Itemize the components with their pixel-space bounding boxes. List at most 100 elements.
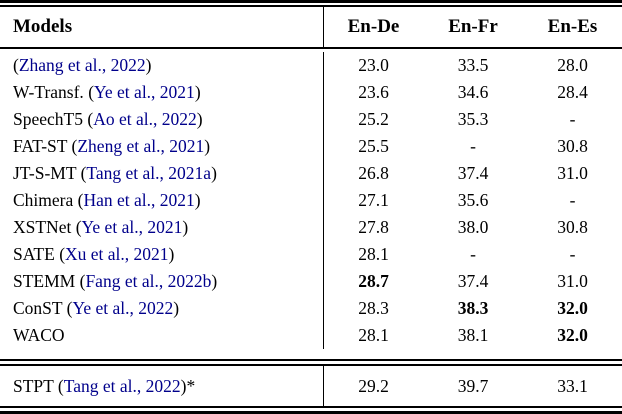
- score-en-fr: 34.6: [457, 82, 489, 102]
- model-cell: Chimera (Han et al., 2021): [0, 187, 324, 214]
- asterisk-marker: *: [186, 375, 196, 396]
- model-cell: STPT (Tang et al., 2022) *: [0, 366, 324, 406]
- column-header-en-de: En-De: [347, 16, 400, 37]
- paren-close: ): [173, 298, 180, 318]
- model-cell: W-Transf. (Ye et al., 2021): [0, 79, 324, 106]
- score-en-de: 28.1: [358, 325, 389, 345]
- citation: (Ye et al., 2021): [88, 82, 200, 103]
- model-name: XSTNet: [13, 217, 76, 237]
- bottom-rule-thick: [0, 411, 622, 414]
- paren-open: (: [88, 82, 95, 102]
- model-name: SATE: [13, 244, 60, 264]
- citation: (Zheng et al., 2021): [72, 136, 211, 157]
- score-en-es: -: [569, 109, 576, 129]
- table-row: STEMM (Fang et al., 2022b) 28.7 37.4 31.…: [0, 268, 622, 295]
- citation-link[interactable]: Fang et al., 2022b: [85, 271, 212, 291]
- column-header-en-es: En-Es: [547, 16, 598, 37]
- score-en-es: 33.1: [557, 375, 588, 396]
- model-name: Chimera: [13, 190, 78, 210]
- citation-link[interactable]: Ye et al., 2021: [81, 217, 183, 237]
- score-en-de: 23.0: [358, 55, 389, 75]
- table-footer-row: STPT (Tang et al., 2022) * 29.2 39.7 33.1: [0, 366, 622, 406]
- paren-open: (: [13, 55, 19, 75]
- citation-link[interactable]: Han et al., 2021: [83, 190, 195, 210]
- score-en-fr: 35.3: [457, 109, 489, 129]
- score-en-fr: 38.1: [457, 325, 489, 345]
- score-en-fr: -: [470, 244, 476, 264]
- model-cell: FAT-ST (Zheng et al., 2021): [0, 133, 324, 160]
- column-header-models: Models: [0, 7, 324, 47]
- paren-close: ): [211, 163, 217, 183]
- table-row: ConST (Ye et al., 2022) 28.3 38.3 32.0: [0, 295, 622, 322]
- citation-link[interactable]: Ye et al., 2021: [94, 82, 195, 102]
- paren-close: ): [211, 271, 218, 291]
- score-en-es: 28.4: [557, 82, 588, 102]
- top-rule-thin: [0, 5, 622, 7]
- model-cell: ConST (Ye et al., 2022): [0, 295, 324, 322]
- citation: (Tang et al., 2021a): [81, 163, 217, 184]
- citation: (Xu et al., 2021): [59, 244, 174, 265]
- score-en-fr: 38.0: [457, 217, 489, 237]
- score-en-fr: 37.4: [457, 163, 489, 183]
- citation-link[interactable]: Ye et al., 2022: [72, 298, 174, 318]
- score-en-fr: -: [470, 136, 476, 156]
- table-row: SpeechT5 (Ao et al., 2022) 25.2 35.3 -: [0, 106, 622, 133]
- paren-close: ): [182, 217, 189, 237]
- score-en-fr: 39.7: [457, 375, 489, 396]
- citation: (Fang et al., 2022b): [80, 271, 218, 292]
- model-name: WACO: [13, 325, 65, 345]
- model-cell: JT-S-MT (Tang et al., 2021a): [0, 160, 324, 187]
- table-body: (Zhang et al., 2022) 23.0 33.5 28.0 W-Tr…: [0, 49, 622, 359]
- citation-link[interactable]: Ao et al., 2022: [93, 109, 197, 129]
- model-cell: WACO(): [0, 322, 324, 349]
- paren-close: ): [194, 190, 201, 210]
- model-cell: STEMM (Fang et al., 2022b): [0, 268, 324, 295]
- score-en-de: 26.8: [358, 163, 389, 183]
- paren-close: ): [194, 82, 201, 102]
- citation-link[interactable]: Zhang et al., 2022: [18, 55, 146, 75]
- score-en-es: 31.0: [557, 271, 588, 291]
- score-en-fr: 33.5: [457, 55, 489, 75]
- citation-link[interactable]: Zheng et al., 2021: [77, 136, 205, 156]
- mid-rule-upper: [0, 359, 622, 361]
- paren-open: (: [66, 298, 73, 318]
- score-en-de: 23.6: [358, 82, 389, 102]
- citation: (Zhang et al., 2022): [13, 55, 152, 76]
- score-en-de: 27.8: [358, 217, 389, 237]
- model-name: FAT-ST: [13, 136, 72, 156]
- paren-close: ): [196, 109, 203, 129]
- paren-open: (: [80, 163, 87, 183]
- model-name: ConST: [13, 298, 67, 318]
- score-en-de: 27.1: [358, 190, 389, 210]
- citation: (Han et al., 2021): [78, 190, 201, 211]
- citation-link[interactable]: Xu et al., 2021: [65, 244, 169, 264]
- mid-rule-lower: [0, 364, 622, 366]
- model-cell: SpeechT5 (Ao et al., 2022): [0, 106, 324, 133]
- table-row: JT-S-MT (Tang et al., 2021a) 26.8 37.4 3…: [0, 160, 622, 187]
- table-row: SATE (Xu et al., 2021) 28.1 - -: [0, 241, 622, 268]
- paren-open: (: [77, 190, 84, 210]
- score-en-es: 30.8: [557, 136, 588, 156]
- model-name: SpeechT5: [13, 109, 88, 129]
- score-en-de: 25.5: [358, 136, 389, 156]
- score-en-fr: 37.4: [457, 271, 489, 291]
- citation: (Ao et al., 2022): [87, 109, 202, 130]
- model-name: STEMM: [13, 271, 80, 291]
- paren-open: (: [59, 244, 66, 264]
- score-en-es: 32.0: [557, 298, 588, 318]
- citation-link[interactable]: Tang et al., 2021a: [86, 163, 212, 183]
- paren-open: (: [75, 217, 82, 237]
- model-cell: XSTNet (Ye et al., 2021): [0, 214, 324, 241]
- score-en-de: 25.2: [358, 109, 389, 129]
- table-header-row: Models En-De En-Fr En-Es: [0, 7, 622, 47]
- score-en-de: 29.2: [358, 375, 389, 396]
- citation-link[interactable]: Tang et al., 2022: [63, 375, 181, 396]
- paren-open: (: [57, 375, 64, 396]
- model-name: STPT: [13, 375, 58, 396]
- model-name: W-Transf.: [13, 82, 89, 102]
- citation: (Ye et al., 2021): [76, 217, 188, 238]
- score-en-fr: 38.3: [457, 298, 489, 318]
- score-en-de: 28.7: [358, 271, 389, 291]
- table-row: WACO() 28.1 38.1 32.0: [0, 322, 622, 349]
